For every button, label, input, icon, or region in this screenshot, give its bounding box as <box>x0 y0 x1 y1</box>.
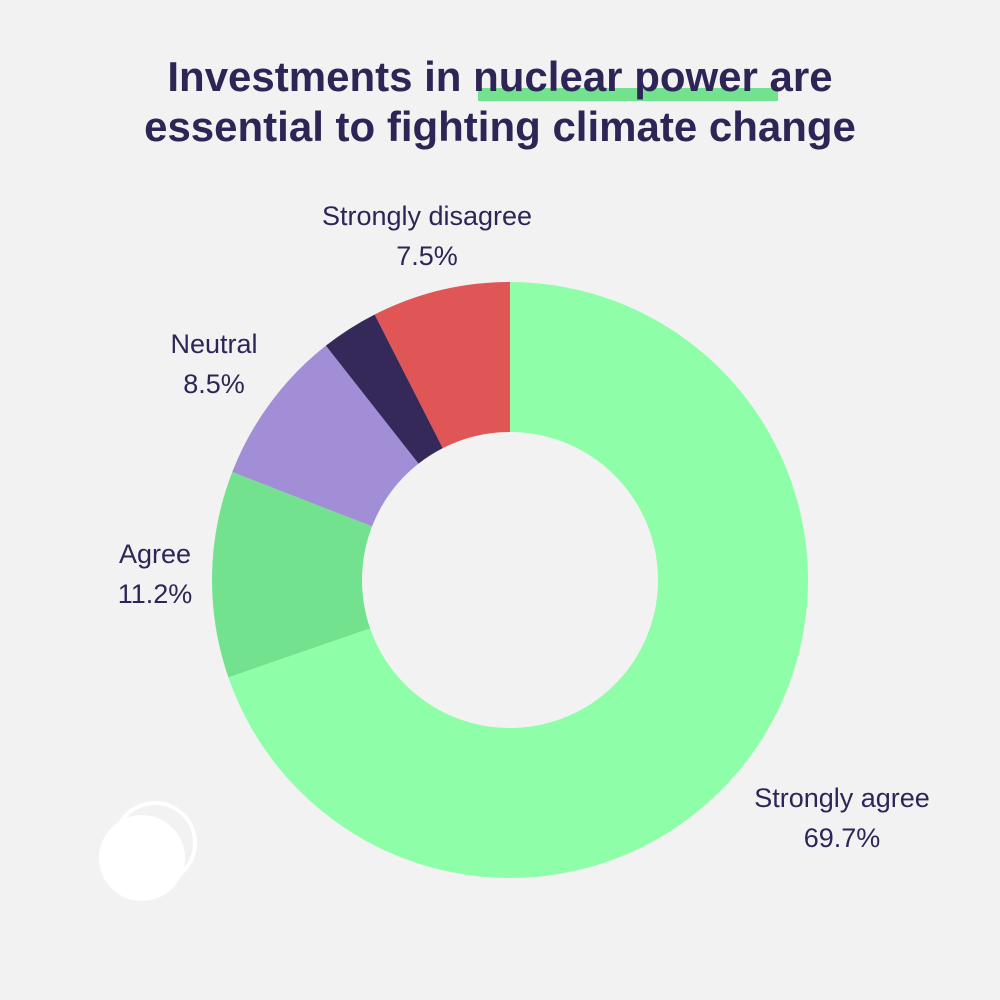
donut-slice <box>212 472 373 678</box>
chart-title: Investments in nuclear power are essenti… <box>144 53 856 150</box>
slice-label: Agree <box>119 539 191 569</box>
slice-value: 7.5% <box>396 241 458 271</box>
slice-value: 69.7% <box>804 823 881 853</box>
title-highlight <box>478 88 778 101</box>
donut-slice <box>374 282 510 449</box>
logo <box>99 801 197 901</box>
slice-label: Neutral <box>170 329 257 359</box>
slice-label: Strongly agree <box>754 783 930 813</box>
slice-value: 8.5% <box>183 369 245 399</box>
donut-slice <box>228 282 808 879</box>
donut-slice <box>325 314 443 464</box>
slice-label: Strongly disagree <box>322 201 532 231</box>
slice-value: 11.2% <box>118 579 193 609</box>
donut-slice <box>232 345 419 527</box>
